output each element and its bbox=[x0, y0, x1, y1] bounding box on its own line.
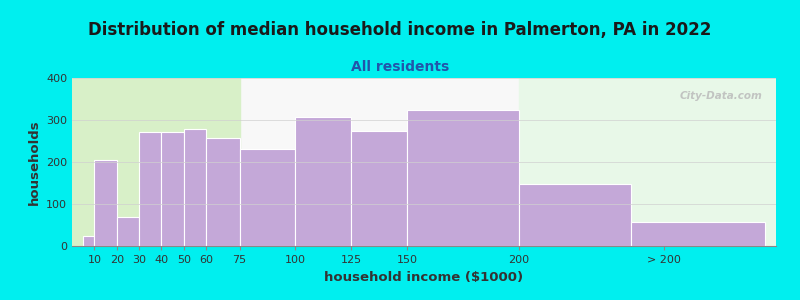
Bar bbox=[162, 132, 184, 246]
Text: Distribution of median household income in Palmerton, PA in 2022: Distribution of median household income … bbox=[88, 21, 712, 39]
X-axis label: household income ($1000): household income ($1000) bbox=[325, 271, 523, 284]
Bar bbox=[630, 222, 765, 246]
Y-axis label: households: households bbox=[27, 119, 41, 205]
Bar bbox=[519, 184, 630, 246]
Bar bbox=[240, 148, 295, 246]
Bar bbox=[519, 78, 776, 246]
Text: All residents: All residents bbox=[351, 60, 449, 74]
Bar bbox=[206, 138, 240, 246]
Bar bbox=[72, 78, 240, 246]
Bar bbox=[94, 160, 117, 246]
Bar bbox=[184, 129, 206, 246]
Bar bbox=[351, 130, 407, 246]
Bar bbox=[83, 236, 94, 246]
Bar bbox=[117, 218, 139, 246]
Text: City-Data.com: City-Data.com bbox=[679, 92, 762, 101]
Bar bbox=[407, 110, 519, 246]
Bar bbox=[139, 132, 162, 246]
Bar bbox=[295, 117, 351, 246]
